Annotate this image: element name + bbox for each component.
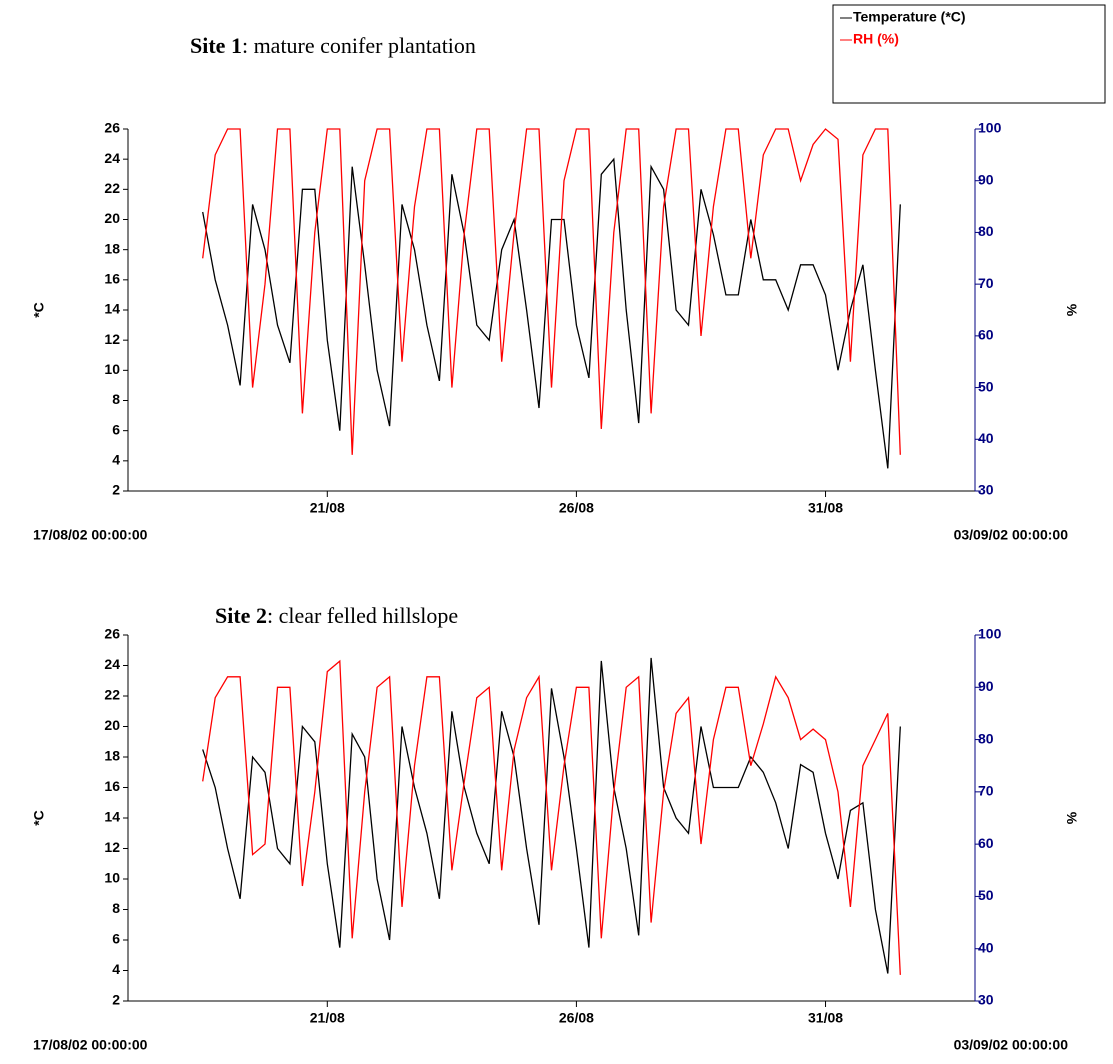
y-tick-label: 16 bbox=[104, 778, 120, 794]
y-tick-label: 14 bbox=[104, 301, 120, 317]
y-tick-label: 8 bbox=[112, 391, 120, 407]
x-start-label: 17/08/02 00:00:00 bbox=[33, 527, 148, 543]
y-tick-label: 14 bbox=[104, 809, 120, 825]
legend-box bbox=[832, 4, 1106, 104]
y2-tick-label: 40 bbox=[978, 430, 994, 446]
y2-tick-label: 50 bbox=[978, 887, 994, 903]
x-tick-label: 26/08 bbox=[559, 500, 594, 516]
y-tick-label: 10 bbox=[104, 361, 120, 377]
y2-tick-label: 40 bbox=[978, 939, 994, 955]
y2-tick-label: 90 bbox=[978, 171, 994, 187]
y2-tick-label: 60 bbox=[978, 835, 994, 851]
title-rest: : mature conifer plantation bbox=[242, 33, 476, 58]
x-tick-label: 31/08 bbox=[808, 500, 843, 516]
y-tick-label: 26 bbox=[104, 120, 120, 136]
x-end-label: 03/09/02 00:00:00 bbox=[954, 527, 1069, 543]
y-axis-label: *C bbox=[31, 302, 47, 318]
y-tick-label: 2 bbox=[112, 482, 120, 498]
x-tick-label: 21/08 bbox=[310, 500, 345, 516]
y-tick-label: 8 bbox=[112, 900, 120, 916]
title-bold: Site 1 bbox=[190, 33, 242, 58]
y-tick-label: 24 bbox=[104, 150, 120, 166]
y-tick-label: 12 bbox=[104, 839, 120, 855]
x-start-label: 17/08/02 00:00:00 bbox=[33, 1037, 148, 1053]
y-tick-label: 24 bbox=[104, 656, 120, 672]
y2-tick-label: 30 bbox=[978, 992, 994, 1008]
legend-label: RH (%) bbox=[853, 31, 899, 47]
series-line bbox=[202, 157, 901, 469]
title-bold: Site 2 bbox=[215, 603, 267, 628]
y2-tick-label: 70 bbox=[978, 783, 994, 799]
x-tick-label: 21/08 bbox=[310, 1010, 345, 1026]
y-tick-label: 22 bbox=[104, 180, 120, 196]
y-tick-label: 20 bbox=[104, 717, 120, 733]
y-tick-label: 2 bbox=[112, 992, 120, 1008]
y-tick-label: 12 bbox=[104, 331, 120, 347]
y2-tick-label: 60 bbox=[978, 327, 994, 343]
chart-title: Site 2: clear felled hillslope bbox=[215, 603, 458, 628]
y-tick-label: 18 bbox=[104, 748, 120, 764]
y-tick-label: 4 bbox=[112, 452, 120, 468]
y2-tick-label: 50 bbox=[978, 378, 994, 394]
y2-tick-label: 100 bbox=[978, 120, 1002, 136]
y-tick-label: 6 bbox=[112, 421, 120, 437]
series-line bbox=[202, 128, 901, 455]
y2-tick-label: 80 bbox=[978, 223, 994, 239]
y-tick-label: 4 bbox=[112, 961, 120, 977]
y-tick-label: 20 bbox=[104, 210, 120, 226]
y-tick-label: 26 bbox=[104, 626, 120, 642]
y2-axis-label: % bbox=[1064, 303, 1080, 316]
series-line bbox=[202, 657, 901, 974]
y-axis-label: *C bbox=[31, 810, 47, 826]
y-tick-label: 6 bbox=[112, 931, 120, 947]
y-tick-label: 22 bbox=[104, 687, 120, 703]
y-tick-label: 16 bbox=[104, 271, 120, 287]
title-rest: : clear felled hillslope bbox=[267, 603, 458, 628]
series-line bbox=[202, 659, 901, 975]
y2-tick-label: 80 bbox=[978, 730, 994, 746]
y-tick-label: 10 bbox=[104, 870, 120, 886]
chart-title: Site 1: mature conifer plantation bbox=[190, 33, 476, 58]
x-tick-label: 26/08 bbox=[559, 1010, 594, 1026]
x-end-label: 03/09/02 00:00:00 bbox=[954, 1037, 1069, 1053]
y2-tick-label: 70 bbox=[978, 275, 994, 291]
x-tick-label: 31/08 bbox=[808, 1010, 843, 1026]
y2-tick-label: 30 bbox=[978, 482, 994, 498]
y2-tick-label: 90 bbox=[978, 678, 994, 694]
y-tick-label: 18 bbox=[104, 240, 120, 256]
y2-tick-label: 100 bbox=[978, 626, 1002, 642]
y2-axis-label: % bbox=[1064, 811, 1080, 824]
legend-label: Temperature (*C) bbox=[853, 9, 966, 25]
